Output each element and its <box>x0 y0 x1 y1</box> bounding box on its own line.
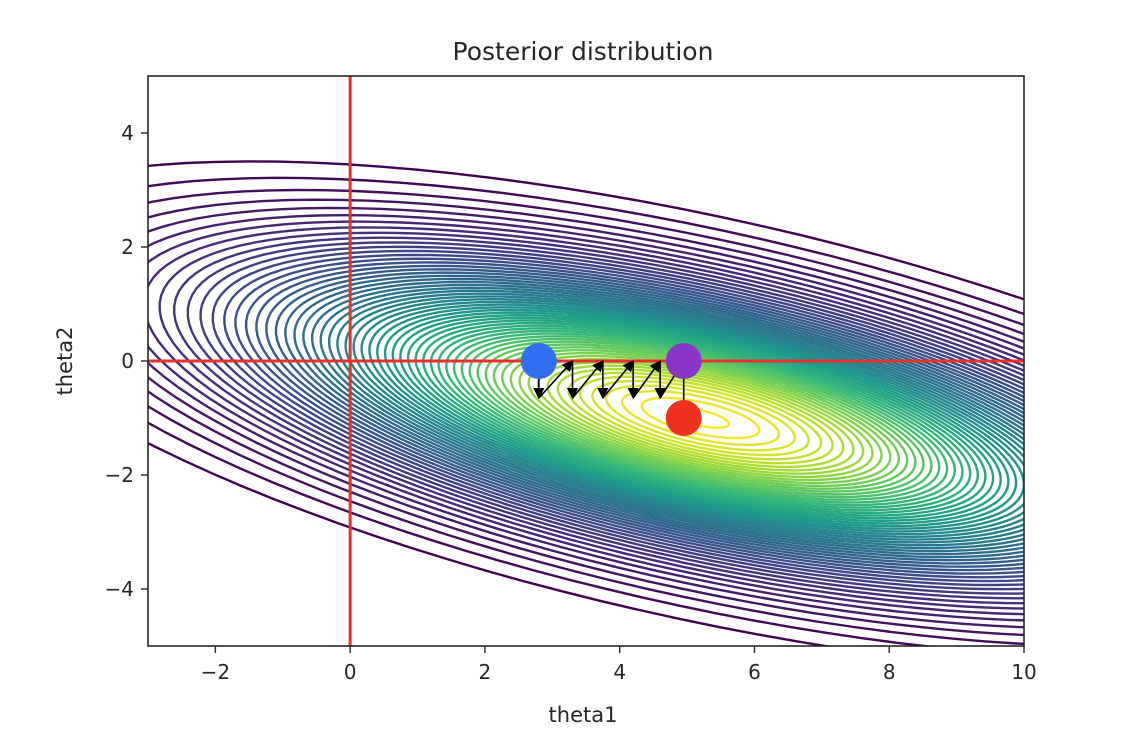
x-tick-label: 8 <box>883 660 896 684</box>
x-axis-ticks: −2 0 2 4 6 8 10 <box>201 646 1037 684</box>
contour-line <box>344 295 1024 541</box>
contour-line <box>391 311 1010 525</box>
contour-line <box>244 261 1024 575</box>
contour-line <box>336 292 1024 544</box>
contour-line <box>148 220 1024 616</box>
contour-line <box>319 286 1024 550</box>
y-axis-ticks: −4 −2 0 2 4 <box>105 121 148 601</box>
contour-line <box>352 297 1024 539</box>
sample-point <box>665 400 702 436</box>
x-tick-label: 4 <box>613 660 626 684</box>
contour-line <box>265 268 1024 568</box>
contour-line <box>293 277 1024 559</box>
sample-point <box>665 343 702 379</box>
x-tick-label: 6 <box>748 660 761 684</box>
contour-line <box>460 335 941 501</box>
contour-line <box>274 271 1024 565</box>
contour-line <box>360 300 1024 536</box>
contour-line <box>509 351 892 485</box>
contour-line <box>567 371 834 465</box>
x-tick-label: 0 <box>344 660 357 684</box>
reference-lines <box>148 76 1024 646</box>
contour-line <box>476 340 925 496</box>
contour-line <box>328 289 1024 547</box>
contour-line <box>234 257 1024 579</box>
contour-line <box>429 324 972 512</box>
contour-line <box>368 303 1024 533</box>
y-tick-label: 0 <box>121 349 134 373</box>
path-arrow <box>602 360 634 399</box>
contour-line <box>437 327 964 509</box>
y-tick-label: 2 <box>121 235 134 259</box>
contour-line <box>452 332 949 504</box>
contour-line <box>148 226 1024 610</box>
x-axis-label: theta1 <box>549 703 618 727</box>
contour-line <box>148 198 1024 637</box>
contour-line <box>148 160 1024 646</box>
y-tick-label: −2 <box>105 463 134 487</box>
contour-lines <box>148 160 1024 646</box>
contour-line <box>591 379 810 457</box>
contour-line <box>172 236 1024 600</box>
contour-line <box>518 354 883 482</box>
path-arrow <box>632 360 661 399</box>
y-tick-label: 4 <box>121 121 134 145</box>
contour-line <box>492 346 909 490</box>
y-axis-label: theta2 <box>53 327 77 396</box>
contour-line <box>556 367 845 469</box>
contour-line <box>186 241 1024 595</box>
x-tick-label: 2 <box>479 660 492 684</box>
contour-line <box>620 389 781 447</box>
contour-line <box>445 329 957 507</box>
contour-line <box>414 319 987 517</box>
y-tick-label: −4 <box>105 577 134 601</box>
contour-line <box>255 264 1024 572</box>
contour-line <box>148 213 1024 622</box>
contour-line <box>422 321 980 515</box>
chart-title: Posterior distribution <box>453 37 714 66</box>
path-arrow <box>571 360 604 399</box>
path-arrow <box>538 360 574 399</box>
contour-line <box>376 306 1024 530</box>
contour-line <box>399 313 1002 523</box>
contour-line <box>148 176 1024 646</box>
contour-line <box>484 343 917 493</box>
contour-line <box>211 249 1024 587</box>
contour-line <box>311 283 1024 553</box>
contour-line <box>501 348 900 488</box>
x-tick-label: −2 <box>201 660 230 684</box>
contour-line <box>383 308 1018 528</box>
contour-line <box>546 364 855 472</box>
contour-line <box>148 188 1024 646</box>
contour-line <box>223 253 1024 583</box>
contour-line <box>284 274 1024 562</box>
sample-point <box>520 343 557 379</box>
contour-line <box>406 316 995 520</box>
contour-line <box>468 337 933 499</box>
sample-points <box>520 343 702 436</box>
contour-line <box>199 245 1024 591</box>
contour-line <box>302 280 1024 556</box>
contour-line <box>158 231 1024 605</box>
x-tick-label: 10 <box>1011 660 1036 684</box>
